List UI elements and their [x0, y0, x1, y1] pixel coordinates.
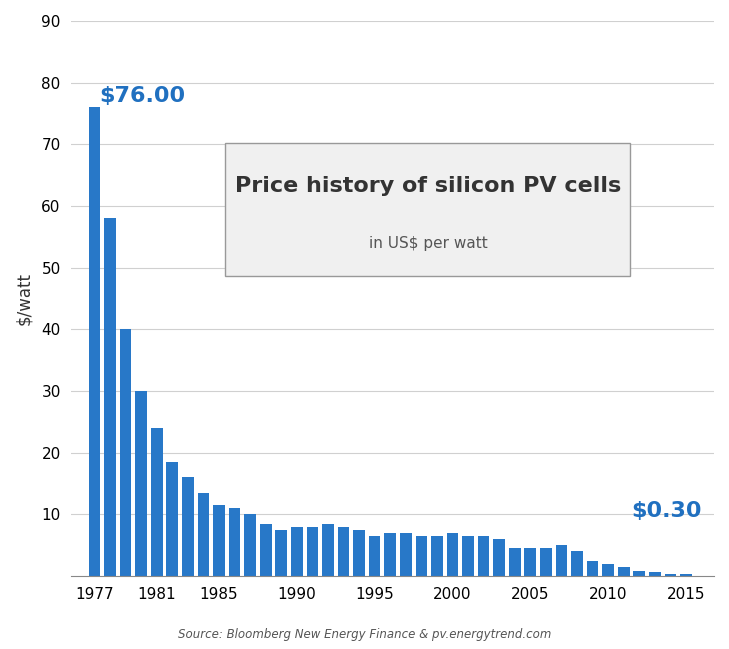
Bar: [618, 567, 630, 576]
FancyBboxPatch shape: [225, 143, 631, 276]
Bar: [244, 515, 256, 576]
Bar: [477, 536, 489, 576]
Bar: [572, 552, 583, 576]
Bar: [634, 571, 645, 576]
Bar: [509, 548, 521, 576]
Bar: [416, 536, 427, 576]
Text: Source: Bloomberg New Energy Finance & pv.energytrend.com: Source: Bloomberg New Energy Finance & p…: [178, 628, 551, 641]
Bar: [369, 536, 381, 576]
Bar: [587, 561, 599, 576]
Bar: [213, 505, 225, 576]
Bar: [120, 330, 131, 576]
Bar: [354, 530, 365, 576]
Bar: [338, 527, 349, 576]
Bar: [431, 536, 443, 576]
Bar: [291, 527, 303, 576]
Bar: [104, 218, 116, 576]
Bar: [665, 574, 677, 576]
Bar: [182, 478, 194, 576]
Bar: [166, 462, 178, 576]
Text: $0.30: $0.30: [631, 502, 701, 521]
Bar: [307, 527, 319, 576]
Bar: [276, 530, 287, 576]
Text: in US$ per watt: in US$ per watt: [369, 236, 487, 251]
Text: $76.00: $76.00: [99, 86, 185, 106]
Y-axis label: $/watt: $/watt: [15, 272, 33, 325]
Bar: [400, 533, 412, 576]
Bar: [555, 545, 567, 576]
Bar: [649, 572, 660, 576]
Bar: [462, 536, 474, 576]
Bar: [680, 574, 692, 576]
Bar: [602, 564, 614, 576]
Bar: [322, 524, 334, 576]
Bar: [540, 548, 552, 576]
Bar: [260, 524, 271, 576]
Bar: [151, 428, 163, 576]
Bar: [494, 539, 505, 576]
Bar: [524, 548, 536, 576]
Bar: [229, 508, 241, 576]
Bar: [447, 533, 459, 576]
Bar: [198, 493, 209, 576]
Text: Price history of silicon PV cells: Price history of silicon PV cells: [235, 176, 621, 196]
Bar: [89, 107, 101, 576]
Bar: [384, 533, 396, 576]
Bar: [136, 391, 147, 576]
